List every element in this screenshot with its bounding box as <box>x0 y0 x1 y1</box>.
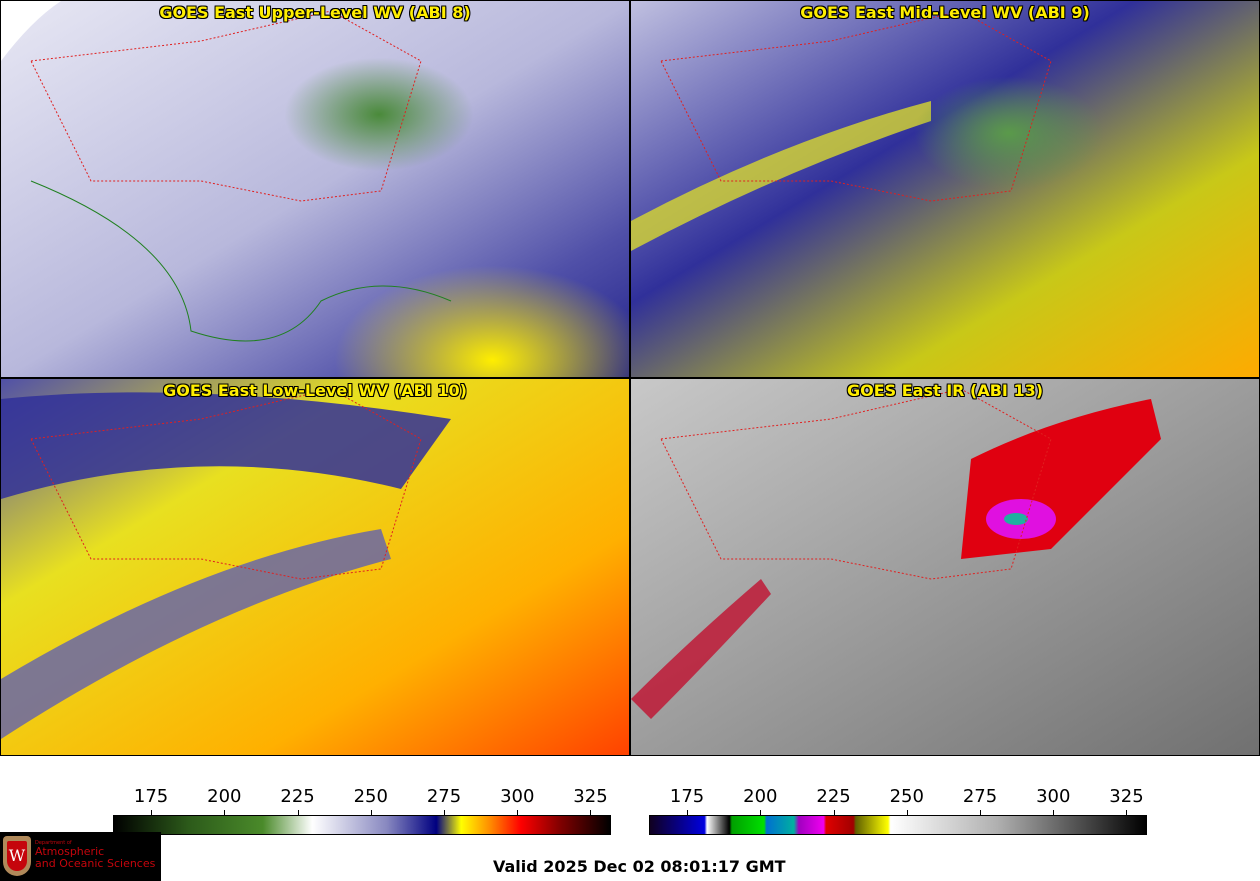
ir-colorbar <box>649 815 1147 835</box>
ir-tick-mark <box>760 810 762 815</box>
uw-crest-icon: W <box>3 836 31 876</box>
wv-tick-label: 250 <box>353 786 388 807</box>
ir-tick-label: 300 <box>1036 786 1071 807</box>
ir-tick-mark <box>906 810 908 815</box>
panel-upper-wv: GOES East Upper-Level WV (ABI 8) <box>0 0 630 378</box>
logo-line1: Department of <box>35 840 72 846</box>
wv-tick-mark <box>444 810 446 815</box>
panel-title: GOES East Low-Level WV (ABI 10) <box>163 381 467 400</box>
valid-time: Valid 2025 Dec 02 08:01:17 GMT <box>493 857 786 876</box>
ir-tick-label: 225 <box>816 786 851 807</box>
ir-tick-label: 250 <box>889 786 924 807</box>
wv-tick-label: 300 <box>500 786 535 807</box>
ir-tick-label: 200 <box>743 786 778 807</box>
logo-line2: Atmospheric and Oceanic Sciences <box>35 845 156 870</box>
ir-tick-mark <box>1126 810 1128 815</box>
upper-wv-image <box>1 1 629 377</box>
ir-tick-label: 175 <box>669 786 705 807</box>
ir-tick-mark <box>687 810 689 815</box>
panel-low-wv: GOES East Low-Level WV (ABI 10) <box>0 378 630 756</box>
panel-mid-wv: GOES East Mid-Level WV (ABI 9) <box>630 0 1260 378</box>
wv-tick-mark <box>297 810 299 815</box>
wv-colorbar <box>113 815 611 835</box>
wv-tick-mark <box>590 810 592 815</box>
panel-title: GOES East Mid-Level WV (ABI 9) <box>800 3 1090 22</box>
wv-tick-mark <box>517 810 519 815</box>
mid-wv-image <box>631 1 1259 377</box>
low-wv-image <box>1 379 629 755</box>
wv-tick-mark <box>224 810 226 815</box>
ir-tick-mark <box>833 810 835 815</box>
wv-tick-label: 175 <box>133 786 169 807</box>
ir-tick-label: 325 <box>1109 786 1144 807</box>
wv-tick-label: 225 <box>280 786 315 807</box>
panel-title: GOES East IR (ABI 13) <box>846 381 1044 400</box>
wv-tick-mark <box>151 810 153 815</box>
ir-tick-mark <box>980 810 982 815</box>
wv-tick-label: 275 <box>426 786 462 807</box>
ir-tick-mark <box>1053 810 1055 815</box>
ir-image <box>631 379 1259 755</box>
wv-tick-mark <box>370 810 372 815</box>
wv-tick-label: 200 <box>207 786 242 807</box>
ir-tick-label: 275 <box>962 786 998 807</box>
panel-title: GOES East Upper-Level WV (ABI 8) <box>159 3 471 22</box>
aos-logo: W Department of Atmospheric and Oceanic S… <box>0 832 161 881</box>
panel-ir: GOES East IR (ABI 13) <box>630 378 1260 756</box>
wv-tick-label: 325 <box>573 786 608 807</box>
